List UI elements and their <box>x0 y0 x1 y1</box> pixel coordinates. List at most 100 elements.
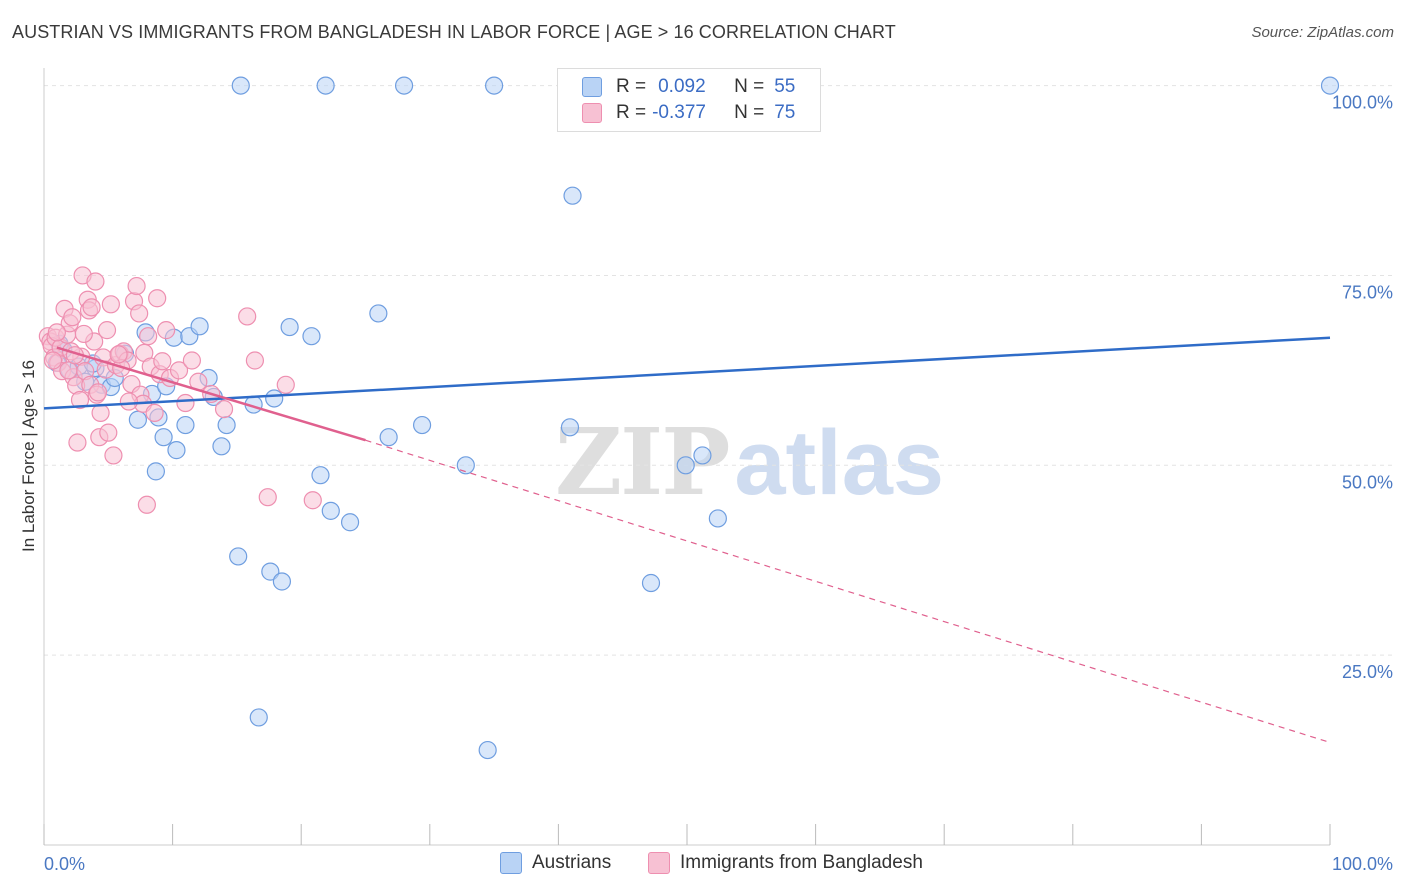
trend-lines <box>43 336 1331 744</box>
data-point <box>127 276 146 296</box>
data-point <box>311 466 330 485</box>
data-point <box>130 304 149 323</box>
legend-r-value: 0.092 <box>658 76 706 97</box>
data-point <box>478 740 497 760</box>
legend-n-label: N = <box>734 102 765 123</box>
data-point <box>128 410 147 429</box>
data-point <box>139 327 158 346</box>
data-point <box>43 351 63 370</box>
data-point <box>59 361 78 380</box>
data-point <box>104 446 123 465</box>
data-point <box>148 289 167 308</box>
y-axis-title: In Labor Force | Age > 16 <box>19 360 38 552</box>
data-point <box>245 351 265 370</box>
data-point <box>261 562 280 581</box>
legend-row-austrians: R = 0.092 N = 55 <box>582 74 795 100</box>
data-point <box>214 400 234 419</box>
x-tick-label-min: 0.0% <box>44 854 85 874</box>
data-point <box>68 433 87 452</box>
data-point <box>258 488 277 507</box>
data-point <box>560 418 580 437</box>
data-point <box>212 437 231 456</box>
data-point <box>82 298 101 317</box>
data-point <box>63 308 82 327</box>
data-point <box>70 390 90 410</box>
y-tick-label: 100.0% <box>1332 93 1393 113</box>
y-tick-label: 25.0% <box>1342 662 1393 682</box>
data-point <box>154 428 173 447</box>
data-point <box>379 428 398 447</box>
chart-title: AUSTRIAN VS IMMIGRANTS FROM BANGLADESH I… <box>12 22 896 42</box>
data-point <box>47 323 66 342</box>
data-point <box>238 307 257 326</box>
axes <box>43 68 1331 846</box>
data-point <box>97 321 117 340</box>
data-point <box>1320 76 1340 95</box>
data-point <box>265 389 284 408</box>
bottom-legend: Austrians Immigrants from Bangladesh <box>0 852 1406 878</box>
legend-box: R = 0.092 N = 55 R = -0.377 N = 75 <box>557 68 821 132</box>
data-point <box>153 352 172 371</box>
data-point <box>86 272 105 291</box>
bottom-legend-swatch-bangladesh <box>648 852 670 874</box>
data-point <box>231 76 250 95</box>
data-point <box>563 186 582 205</box>
data-point <box>321 501 340 520</box>
data-point <box>394 76 414 95</box>
data-point <box>190 317 209 336</box>
trend-line-bangladesh <box>56 346 366 442</box>
data-point <box>456 456 475 475</box>
bottom-legend-label-austrians: Austrians <box>532 852 612 873</box>
data-point <box>91 403 110 422</box>
data-point <box>176 415 195 435</box>
data-point <box>169 361 189 380</box>
y-tick-label: 50.0% <box>1342 472 1393 492</box>
watermark-atlas: atlas <box>734 412 945 514</box>
data-point <box>109 345 128 364</box>
bottom-legend-austrians[interactable]: Austrians <box>500 852 611 874</box>
data-point <box>167 441 186 460</box>
legend-row-bangladesh: R = -0.377 N = 75 <box>582 100 795 126</box>
data-point <box>99 423 118 442</box>
data-point <box>176 393 195 413</box>
data-point <box>146 462 165 481</box>
x-tick-label-max: 100.0% <box>1332 854 1393 874</box>
data-point <box>249 708 268 727</box>
legend-r-value: -0.377 <box>652 102 706 123</box>
data-point <box>485 76 504 95</box>
bottom-legend-label-bangladesh: Immigrants from Bangladesh <box>680 852 923 873</box>
data-point <box>137 495 156 514</box>
source-credit: Source: ZipAtlas.com <box>1251 24 1394 41</box>
data-point <box>303 491 322 510</box>
legend-n-value: 55 <box>774 76 796 97</box>
bottom-legend-swatch-austrians <box>500 852 522 874</box>
bottom-legend-bangladesh[interactable]: Immigrants from Bangladesh <box>648 852 923 874</box>
data-point <box>340 513 360 532</box>
legend-n-label: N = <box>734 76 765 97</box>
data-point <box>272 572 292 591</box>
legend-r-label: R = <box>616 76 647 97</box>
data-point <box>182 351 201 370</box>
data-point <box>708 509 727 528</box>
data-point <box>641 573 661 593</box>
data-point <box>217 415 236 435</box>
data-point <box>280 317 299 337</box>
legend-swatch-bangladesh <box>582 103 602 123</box>
y-tick-label: 75.0% <box>1342 282 1393 302</box>
legend-swatch-austrians <box>582 77 602 97</box>
data-point <box>229 547 248 566</box>
series-bangladesh <box>38 266 322 514</box>
data-point <box>145 403 164 422</box>
data-point <box>276 375 295 394</box>
data-point <box>369 304 388 323</box>
series-austrians <box>47 76 1340 760</box>
data-point <box>119 392 138 411</box>
data-point <box>101 295 120 314</box>
data-point <box>693 446 712 465</box>
data-point <box>157 321 176 340</box>
data-point <box>74 324 93 344</box>
data-point <box>316 76 335 95</box>
data-point <box>88 383 108 402</box>
legend-n-value: 75 <box>774 102 796 123</box>
